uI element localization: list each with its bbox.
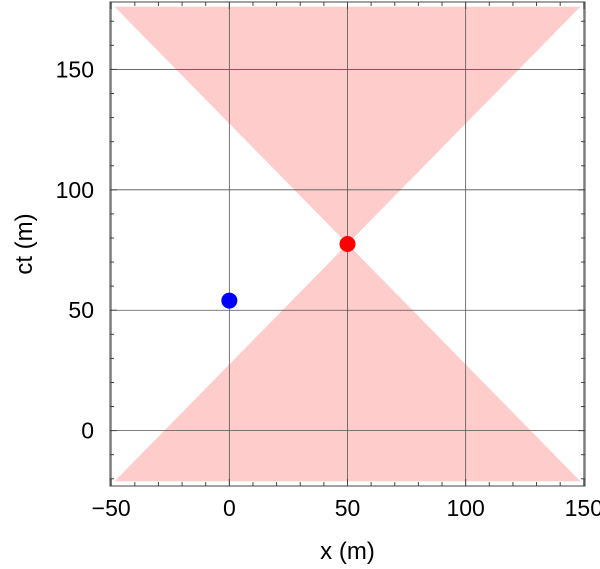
y-tick-label: 100 — [56, 177, 94, 203]
x-tick-label: 150 — [565, 495, 600, 521]
event-point — [339, 236, 356, 252]
x-tick-label: 50 — [335, 495, 361, 521]
x-tick-labels: −50 0 50 100 150 — [92, 495, 600, 521]
y-axis-label: ct (m) — [11, 213, 38, 274]
x-tick-label: 0 — [223, 495, 236, 521]
y-tick-label: 150 — [56, 56, 94, 82]
y-tick-label: 50 — [68, 297, 94, 323]
x-tick-label: 100 — [446, 495, 484, 521]
y-tick-labels: 0 50 100 150 — [56, 56, 94, 443]
events-layer — [221, 236, 356, 309]
event-point — [221, 292, 238, 309]
x-tick-label: −50 — [92, 495, 131, 521]
y-tick-label: 0 — [81, 418, 94, 444]
tick-marks — [110, 2, 585, 486]
x-axis-label: x (m) — [320, 538, 375, 565]
